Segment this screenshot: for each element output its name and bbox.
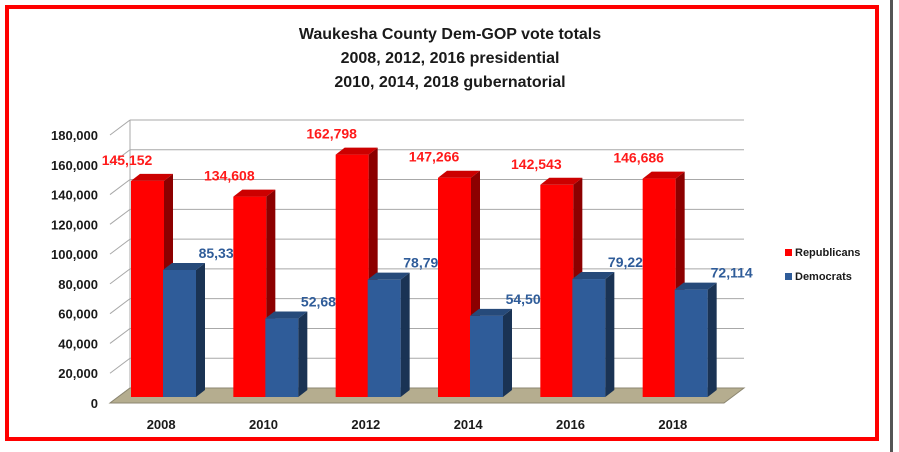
legend-swatch-republicans <box>785 249 792 256</box>
bar-top-republicans-2018 <box>642 171 685 179</box>
bar-side-democrats-2008 <box>196 262 205 397</box>
bar-republicans-2018 <box>642 178 676 397</box>
data-label-democrats-2018: 72,114 <box>711 265 753 281</box>
chart-title-line-2: 2008, 2012, 2016 presidential <box>341 50 560 67</box>
gridline-side <box>109 298 131 315</box>
gridline-side <box>109 268 131 285</box>
data-label-republicans-2014: 147,266 <box>409 149 460 165</box>
chart-title-line-3: 2010, 2014, 2018 gubernatorial <box>334 74 565 91</box>
bar-top-republicans-2016 <box>540 177 583 185</box>
data-label-democrats-2012: 78,799 <box>403 255 446 271</box>
gridline-side <box>109 328 131 344</box>
bar-democrats-2018 <box>674 289 708 397</box>
data-label-republicans-2012: 162,798 <box>306 126 357 142</box>
bar-top-republicans-2010 <box>233 189 276 197</box>
bar-side-democrats-2010 <box>298 311 308 397</box>
gridline-side <box>109 149 131 166</box>
gridline-side <box>109 119 131 136</box>
y-tick-label: 140,000 <box>51 188 98 203</box>
y-tick-label: 120,000 <box>51 217 98 232</box>
data-label-democrats-2010: 52,684 <box>301 294 344 310</box>
y-tick-label: 80,000 <box>58 277 98 292</box>
bar-side-democrats-2018 <box>707 282 717 397</box>
data-label-democrats-2008: 85,339 <box>199 245 242 261</box>
bar-top-republicans-2012 <box>335 147 378 155</box>
legend-swatch-democrats <box>785 273 792 280</box>
bar-top-republicans-2014 <box>438 170 480 178</box>
y-tick-label: 160,000 <box>51 158 98 173</box>
bar-top-republicans-2008 <box>131 173 173 181</box>
data-label-democrats-2016: 79,224 <box>608 254 651 270</box>
bar-republicans-2008 <box>131 180 164 397</box>
data-label-democrats-2014: 54,500 <box>506 291 549 307</box>
bar-top-democrats-2012 <box>367 272 410 280</box>
gridline-side <box>109 238 131 255</box>
bar-side-democrats-2016 <box>605 272 615 397</box>
bar-top-democrats-2014 <box>470 308 512 316</box>
y-tick-label: 180,000 <box>51 128 98 143</box>
data-label-republicans-2018: 146,686 <box>613 150 664 166</box>
bar-top-democrats-2018 <box>674 282 717 290</box>
y-tick-label: 60,000 <box>58 307 98 322</box>
bar-republicans-2016 <box>540 184 574 397</box>
right-divider <box>890 0 893 452</box>
y-tick-label: 100,000 <box>51 247 98 262</box>
bar-republicans-2014 <box>438 177 471 397</box>
x-tick-label: 2012 <box>351 417 380 432</box>
bar-top-democrats-2016 <box>572 272 615 280</box>
bar-democrats-2014 <box>470 315 503 397</box>
x-tick-label: 2008 <box>147 417 176 432</box>
bar-democrats-2016 <box>572 279 606 397</box>
bar-side-democrats-2012 <box>400 272 410 397</box>
y-tick-label: 0 <box>91 396 98 411</box>
bar-side-democrats-2014 <box>503 308 512 397</box>
gridline-side <box>109 179 131 195</box>
data-label-republicans-2010: 134,608 <box>204 168 255 184</box>
y-tick-label: 20,000 <box>58 366 98 381</box>
bar-democrats-2010 <box>265 318 299 397</box>
bar-republicans-2012 <box>335 154 369 397</box>
x-tick-label: 2014 <box>454 417 484 432</box>
x-tick-label: 2018 <box>658 417 687 432</box>
gridline-side <box>109 208 131 225</box>
data-label-republicans-2016: 142,543 <box>511 156 562 172</box>
chart-title-line-1: Waukesha County Dem-GOP vote totals <box>299 26 601 43</box>
y-tick-label: 40,000 <box>58 336 98 351</box>
bar-top-democrats-2008 <box>163 262 205 270</box>
bar-democrats-2012 <box>367 279 401 397</box>
bar-top-democrats-2010 <box>265 311 308 319</box>
bar-democrats-2008 <box>163 269 196 397</box>
x-tick-label: 2016 <box>556 417 585 432</box>
legend-label-democrats: Democrats <box>795 271 852 283</box>
bar-republicans-2010 <box>233 196 267 397</box>
legend-label-republicans: Republicans <box>795 247 860 259</box>
gridline-side <box>109 357 131 374</box>
x-tick-label: 2010 <box>249 417 278 432</box>
data-label-republicans-2008: 145,152 <box>102 152 153 168</box>
